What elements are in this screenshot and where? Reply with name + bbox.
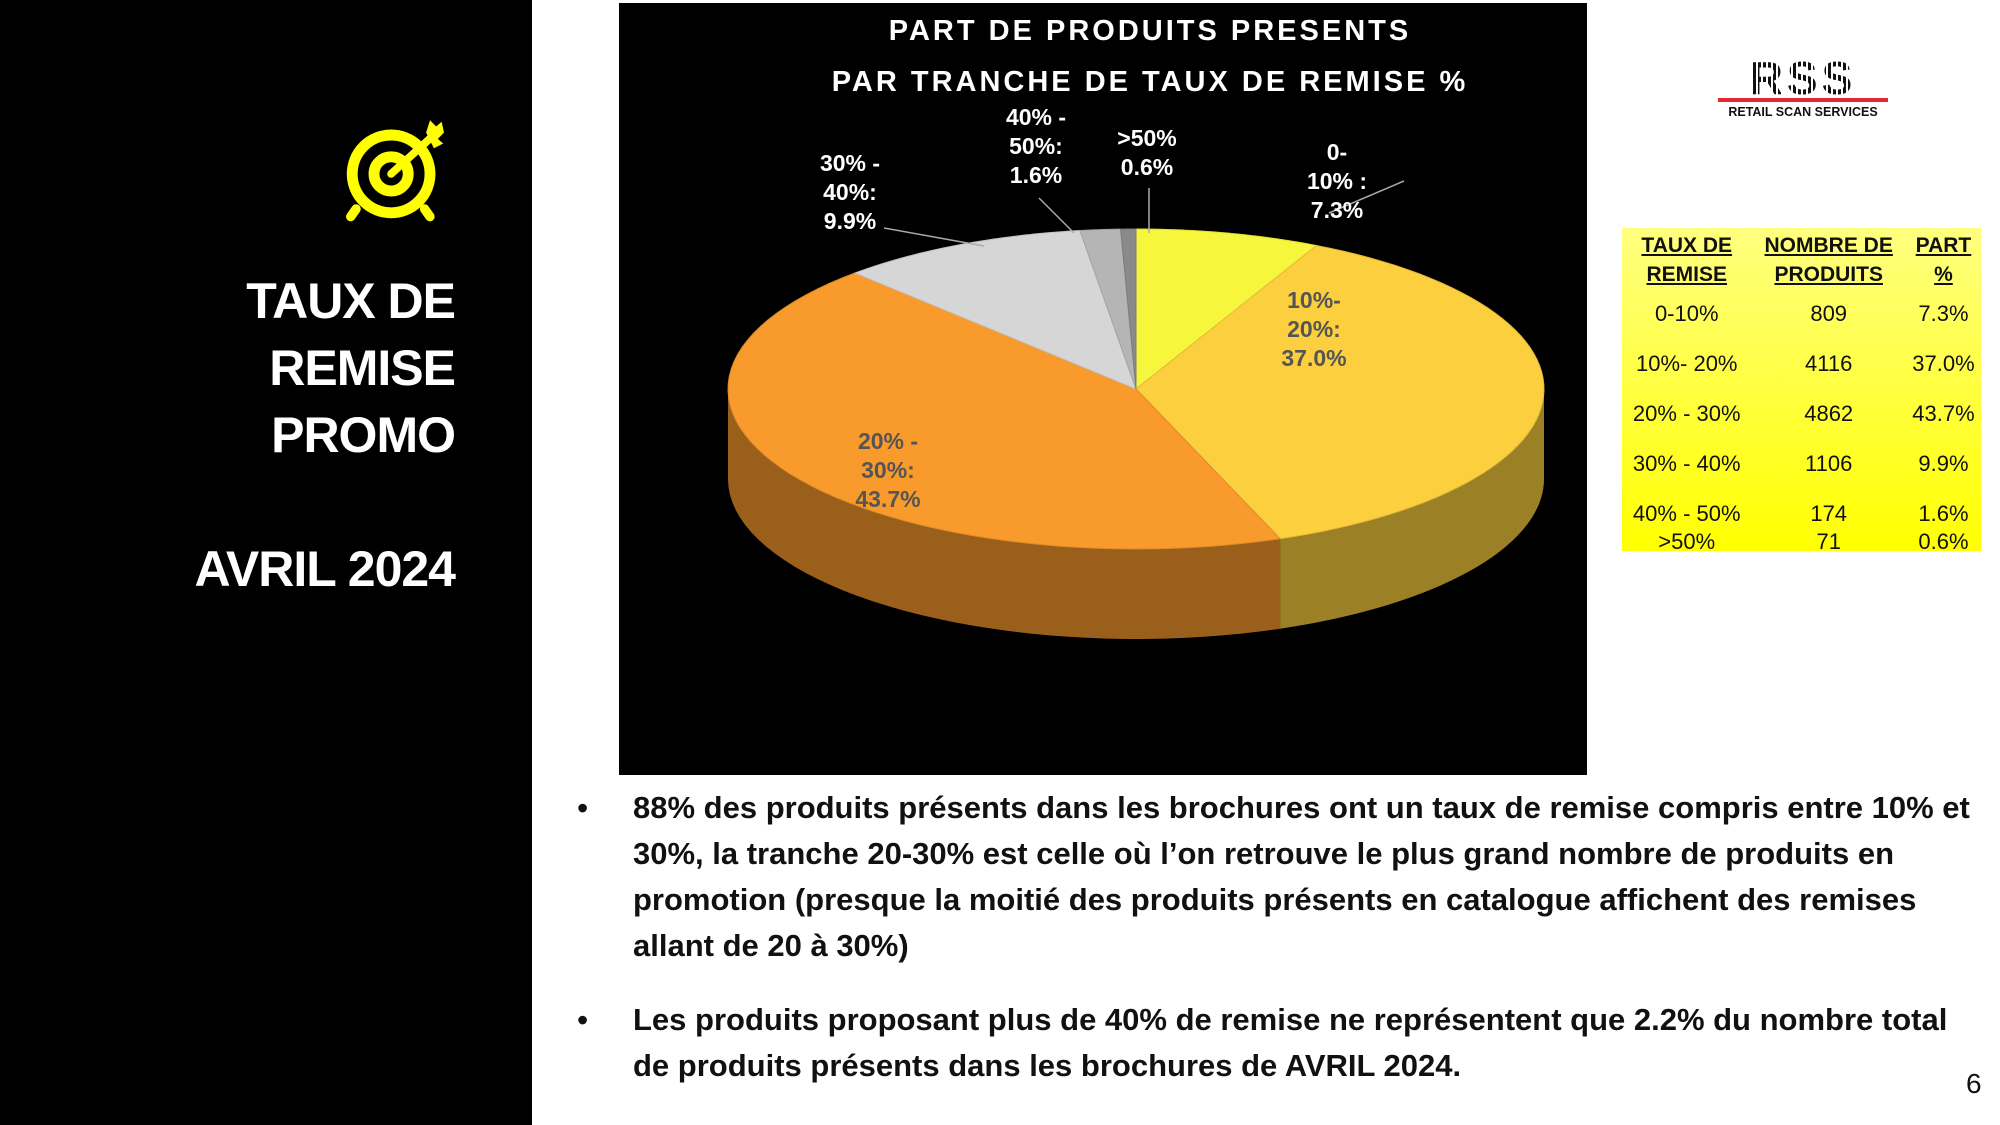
leader-line (1328, 180, 1405, 214)
bullet-text-2: Les produits proposant plus de 40% de re… (633, 1002, 1948, 1083)
table-cell: 9.9% (1918, 451, 1969, 476)
table-cell: 1.6% (1918, 501, 1969, 526)
data-label-10%-20%: 10%-20%: 37.0% (1281, 287, 1346, 371)
data-label->50%: >50% 0.6% (1117, 125, 1176, 180)
pie-chart-svg: 0-10% :7.3% 10%-20%: 37.0% 20% -30%: 43.7% 30… (727, 15, 1545, 639)
table-cell: 71 (1816, 529, 1841, 554)
data-table: TAUX DE REMISE NOMBRE DE PRODUITS PART% 0-… (1622, 228, 1981, 554)
table-cell: 1106 (1805, 451, 1853, 476)
pie-slice-20%-30% (727, 272, 1282, 550)
table-row: >50% 71 0.6% (1622, 527, 1981, 557)
data-label-30%-40%: 30% -40%: 9.9% (820, 150, 880, 234)
table-cell: 4116 (1805, 351, 1853, 376)
table-cell: 30% - 40% (1632, 451, 1741, 476)
leader-line (883, 227, 985, 247)
table-row: 30% - 40% 1106 9.9% (1622, 439, 1981, 489)
title-line-3: PROMO (271, 407, 456, 463)
chart-title-line-1: PART DE PRODUITS PRESENTS (889, 15, 1411, 47)
table-cell: 0.6% (1918, 529, 1969, 554)
pie-slice-side-2 (728, 389, 1281, 639)
table-row: 40% - 50% 174 1.6% (1622, 489, 1981, 527)
table-cell: 7.3% (1918, 301, 1969, 326)
data-label-40%-50%: 40% -50%: 1.6% (1006, 104, 1066, 188)
leader-line (1038, 197, 1075, 234)
col-header: PART% (1915, 234, 1972, 286)
logo-text: RETAIL SCAN SERVICES (1728, 105, 1877, 119)
pie-slice->50% (1120, 228, 1137, 390)
table-cell: 20% - 30% (1632, 401, 1741, 426)
table-cell: 0-10% (1654, 301, 1719, 326)
col-header: NOMBRE DE PRODUITS (1764, 234, 1893, 286)
page-number: 6 (1966, 1068, 1982, 1099)
pie-slice-side-1 (1280, 389, 1544, 629)
pie-slice-30%-40% (853, 230, 1137, 390)
sidebar: TAUX DE REMISE PROMO AVRIL 2024 (0, 0, 532, 1125)
table-cell: 809 (1810, 301, 1848, 326)
table-cell: 10%- 20% (1635, 351, 1738, 376)
table-row: 10%- 20% 4116 37.0% (1622, 339, 1981, 389)
table-cell: 40% - 50% (1632, 501, 1741, 526)
chart-title-line-2: PAR TRANCHE DE TAUX DE REMISE % (832, 66, 1469, 98)
period-label: AVRIL 2024 (194, 541, 456, 597)
target-arrow-icon (346, 120, 444, 222)
table-row: 0-10% 809 7.3% (1622, 289, 1981, 339)
data-label-20%-30%: 20% -30%: 43.7% (855, 428, 920, 512)
pie-chart: 0-10% :7.3% 10%-20%: 37.0% 20% -30%: 43.7% 30… (619, 3, 1587, 775)
table-row: 20% - 30% 4862 43.7% (1622, 389, 1981, 439)
table-cell: 37.0% (1912, 351, 1975, 376)
table-cell: 174 (1810, 501, 1848, 526)
table-cell: 43.7% (1912, 401, 1975, 426)
bullet-icon: • (577, 1002, 589, 1038)
rss-logo: RSS RETAIL SCAN SERVICES (1718, 52, 1888, 120)
data-label-0-10%: 0-10% :7.3% (1307, 139, 1367, 223)
pie-slice-0-10% (1135, 228, 1318, 391)
bullet-icon: • (577, 790, 589, 826)
table-cell: >50% (1658, 529, 1716, 554)
pie-slice-10%-20% (1135, 244, 1545, 540)
pie-slice-40%-50% (1079, 228, 1137, 390)
table-cell: 4862 (1804, 401, 1854, 426)
bullet-text-1: 88% des produits présents dans les broch… (633, 790, 1970, 963)
title-line-1: TAUX DE (246, 273, 456, 329)
title-line-2: REMISE (269, 340, 456, 396)
col-header: TAUX DE REMISE (1641, 234, 1733, 286)
svg-text:RSS: RSS (1750, 58, 1857, 104)
